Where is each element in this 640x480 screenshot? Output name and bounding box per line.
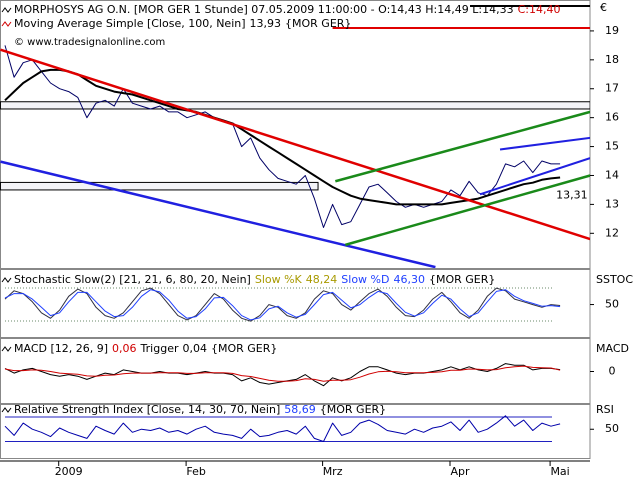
axis-label: RSI	[596, 403, 614, 416]
trendline	[499, 136, 590, 151]
trendline	[479, 157, 590, 196]
y-tick-label: 15	[605, 140, 619, 153]
legend: Stochastic Slow(2) [21, 21, 6, 80, 20, N…	[14, 273, 495, 286]
close-label: C:14,40	[518, 3, 561, 16]
y-tick-label: 13	[605, 197, 619, 210]
legend-name: Moving Average Simple [Close, 100, Nein]	[14, 17, 246, 30]
legend: Moving Average Simple [Close, 100, Nein]…	[14, 17, 351, 30]
chart-title: MORPHOSYS AG O.N. [MOR GER 1 Stunde] 07.…	[14, 3, 560, 16]
legend-value: 0,04	[182, 342, 207, 355]
series-line	[4, 365, 561, 382]
pane-title: Stochastic Slow(2) [21, 21, 6, 80, 20, N…	[14, 273, 251, 286]
pane-frame	[0, 0, 591, 269]
legend-source: {MOR GER}	[320, 403, 386, 416]
legend-name: Slow %K	[255, 273, 303, 286]
legend: MACD [12, 26, 9] 0,06 Trigger 0,04 {MOR GER}	[14, 342, 277, 355]
legend-value: 13,93	[250, 17, 282, 30]
legend-value: 48,24	[306, 273, 338, 286]
title-text: MORPHOSYS AG O.N. [MOR GER 1 Stunde] 07.…	[14, 3, 514, 16]
series-line	[4, 287, 561, 322]
legend-source: {MOR GER}	[211, 342, 277, 355]
pane-frame	[0, 269, 591, 338]
legend-source: {MOR GER}	[429, 273, 495, 286]
trendline	[0, 160, 436, 268]
y-tick-label: 14	[605, 168, 619, 181]
pane-frame	[0, 404, 591, 459]
y-tick-label: 50	[605, 422, 619, 435]
plot-area	[4, 363, 561, 387]
y-tick-label: 17	[605, 82, 619, 95]
icon	[1, 346, 12, 352]
legend-icons	[1, 7, 12, 413]
series-line	[4, 415, 561, 442]
annotation: 13,31	[556, 188, 588, 201]
y-tick-label: 0	[609, 365, 616, 378]
icon	[1, 21, 12, 27]
legend-source: {MOR GER}	[285, 17, 351, 30]
trendline	[335, 110, 590, 183]
legend-name: MACD [12, 26, 9]	[14, 342, 108, 355]
y-tick-label: 12	[605, 226, 619, 239]
legend-name: Trigger	[140, 342, 179, 355]
y-tick-label: 50	[605, 298, 619, 311]
axis-label: €	[600, 1, 607, 14]
icon	[1, 277, 12, 283]
series-line	[4, 45, 561, 228]
series-line	[4, 289, 561, 321]
x-tick-label: Feb	[186, 465, 205, 478]
axis-label: MACD	[596, 342, 629, 355]
y-tick-label: 18	[605, 53, 619, 66]
y-tick-label: 16	[605, 111, 619, 124]
band	[0, 101, 590, 110]
legend-name: Relative Strength Index [Close, 14, 30, …	[14, 403, 280, 416]
x-tick-label: Mrz	[323, 465, 343, 478]
trendline	[344, 174, 590, 247]
legend-value: 0,06	[112, 342, 137, 355]
legend-name: Slow %D	[341, 273, 389, 286]
legend-value: 58,69	[284, 403, 316, 416]
trendline	[0, 48, 590, 241]
x-tick-label: Mai	[550, 465, 569, 478]
plot-area	[4, 415, 561, 442]
axis-label: SSTOC	[596, 273, 633, 286]
plot-area	[0, 5, 590, 268]
watermark: © www.tradesignalonline.com	[14, 37, 165, 48]
legend: Relative Strength Index [Close, 14, 30, …	[14, 403, 386, 416]
plot-area	[4, 287, 561, 322]
y-tick-label: 19	[605, 24, 619, 37]
icon	[1, 407, 12, 413]
x-tick-label: Apr	[450, 465, 470, 478]
x-tick-label: 2009	[55, 465, 83, 478]
band	[0, 181, 319, 191]
icon	[1, 7, 12, 13]
legend-value: 46,30	[393, 273, 425, 286]
